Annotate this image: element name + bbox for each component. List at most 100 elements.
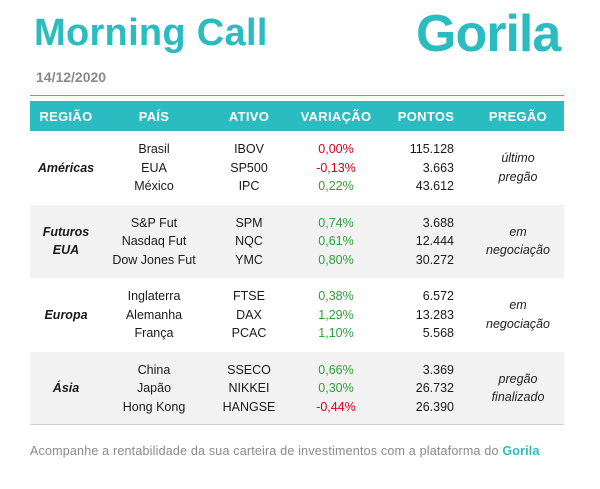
table-row: Alemanha DAX 1,29% 13.283 (30, 306, 564, 325)
footer-message: Acompanhe a rentabilidade da sua carteir… (30, 444, 503, 458)
change-cell: 1,29% (318, 307, 354, 322)
table-row: Japão NIKKEI 0,30% 26.732 (30, 379, 564, 398)
table-row: S&P Fut SPM 0,74% 3.688 (30, 213, 564, 232)
session-status: em negociação (472, 278, 564, 352)
asset-cell: SP500 (230, 160, 268, 175)
region-label-line: Europa (44, 307, 88, 322)
change-cell: -0,44% (292, 397, 380, 416)
table-row: México IPC 0,22% 43.612 (30, 177, 564, 196)
change-cell: 0,66% (292, 360, 380, 379)
session-status-line: pregão (498, 169, 538, 184)
points-cell: 6.572 (422, 289, 454, 303)
session-status: em negociação (472, 204, 564, 278)
session-status: último pregão (472, 131, 564, 205)
points-cell: 13.283 (415, 307, 454, 322)
column-header-region: REGIÃO (30, 101, 102, 131)
session-status-line: último (501, 151, 535, 166)
session-status-line: em (509, 224, 527, 239)
asset-cell: IBOV (234, 142, 264, 156)
region-label-line: EUA (52, 243, 80, 258)
country-cell: Dow Jones Fut (102, 250, 206, 269)
region-label: Europa (30, 278, 102, 352)
column-header-country: PAÍS (102, 101, 206, 131)
column-header-asset: ATIVO (206, 101, 292, 131)
table-header-row: REGIÃO PAÍS ATIVO VARIAÇÃO PONTOS PREGÃO (30, 101, 564, 131)
region-group: Futuros EUA em negociação S&P Fut SPM 0,74% 3.6… (30, 204, 564, 278)
country-cell: Nasdaq Fut (102, 232, 206, 251)
change-cell: 0,00% (318, 142, 354, 156)
table-row: Inglaterra FTSE 0,38% 6.572 (30, 287, 564, 306)
asset-cell: NQC (206, 232, 292, 251)
change-cell: 0,38% (318, 289, 354, 303)
change-cell: 0,30% (292, 379, 380, 398)
points-cell: 26.390 (380, 397, 472, 416)
region-label: Américas (30, 131, 102, 205)
header-divider (30, 95, 564, 96)
region-label-line: Futuros (42, 224, 90, 239)
footer-divider (30, 424, 564, 425)
country-cell: França (134, 326, 174, 340)
region-label-line: Ásia (52, 381, 80, 395)
region-label: Futuros EUA (30, 204, 102, 278)
change-cell: -0,13% (316, 160, 356, 175)
country-cell: China (102, 360, 206, 379)
table-row: Nasdaq Fut NQC 0,61% 12.444 (30, 232, 564, 251)
points-cell: 3.688 (380, 213, 472, 232)
gorila-logo[interactable]: Gorila (416, 5, 561, 63)
column-header-points: PONTOS (380, 101, 472, 131)
change-cell: 1,10% (318, 326, 354, 340)
footer-text: Acompanhe a rentabilidade da sua carteir… (30, 444, 564, 458)
column-header-change: VARIAÇÃO (292, 101, 380, 131)
page-title: Morning Call (34, 12, 268, 54)
table-row: Hong Kong HANGSE -0,44% 26.390 (30, 397, 564, 416)
country-cell: México (134, 179, 174, 193)
market-table: REGIÃO PAÍS ATIVO VARIAÇÃO PONTOS PREGÃO… (30, 101, 564, 425)
table-row: França PCAC 1,10% 5.568 (30, 324, 564, 343)
asset-cell: SPM (206, 213, 292, 232)
country-cell: Hong Kong (102, 397, 206, 416)
points-cell: 26.732 (380, 379, 472, 398)
session-status-line: finalizado (491, 390, 545, 405)
region-label-line: Américas (37, 160, 95, 175)
report-date: 14/12/2020 (36, 69, 107, 85)
asset-cell: PCAC (231, 326, 267, 340)
region-group: Ásia pregão finalizado China SSECO 0,66% 3.369… (30, 351, 564, 425)
session-status-line: negociação (486, 316, 550, 331)
column-header-session: PREGÃO (472, 101, 564, 131)
asset-cell: SSECO (206, 360, 292, 379)
session-status-line: em (509, 298, 527, 313)
points-cell: 30.272 (380, 250, 472, 269)
footer-brand-link[interactable]: Gorila (502, 444, 540, 458)
points-cell: 5.568 (422, 326, 454, 340)
points-cell: 12.444 (380, 232, 472, 251)
change-cell: 0,80% (292, 250, 380, 269)
region-label: Ásia (30, 351, 102, 425)
change-cell: 0,61% (292, 232, 380, 251)
country-cell: Alemanha (125, 307, 183, 322)
table-row: China SSECO 0,66% 3.369 (30, 360, 564, 379)
points-cell: 115.128 (409, 142, 454, 156)
change-cell: 0,22% (318, 179, 354, 193)
session-status: pregão finalizado (472, 351, 564, 425)
table-row: Dow Jones Fut YMC 0,80% 30.272 (30, 250, 564, 269)
table-row: EUA SP500 -0,13% 3.663 (30, 159, 564, 178)
country-cell: Brasil (138, 142, 170, 156)
country-cell: Inglaterra (127, 289, 181, 303)
points-cell: 3.663 (422, 160, 454, 175)
asset-cell: YMC (206, 250, 292, 269)
asset-cell: IPC (238, 179, 260, 193)
region-group: Américas último pregão Brasil IBOV 0,00% 115.1… (30, 131, 564, 205)
asset-cell: NIKKEI (206, 379, 292, 398)
asset-cell: HANGSE (206, 397, 292, 416)
session-status-line: pregão (498, 371, 538, 386)
region-group: Europa em negociação Inglaterra FTSE 0,38% 6.5… (30, 278, 564, 352)
session-status-line: negociação (486, 243, 550, 258)
table-row: Brasil IBOV 0,00% 115.128 (30, 140, 564, 159)
country-cell: S&P Fut (102, 213, 206, 232)
asset-cell: FTSE (233, 289, 265, 303)
asset-cell: DAX (236, 307, 262, 322)
country-cell: EUA (141, 160, 167, 175)
change-cell: 0,74% (292, 213, 380, 232)
country-cell: Japão (102, 379, 206, 398)
points-cell: 3.369 (380, 360, 472, 379)
